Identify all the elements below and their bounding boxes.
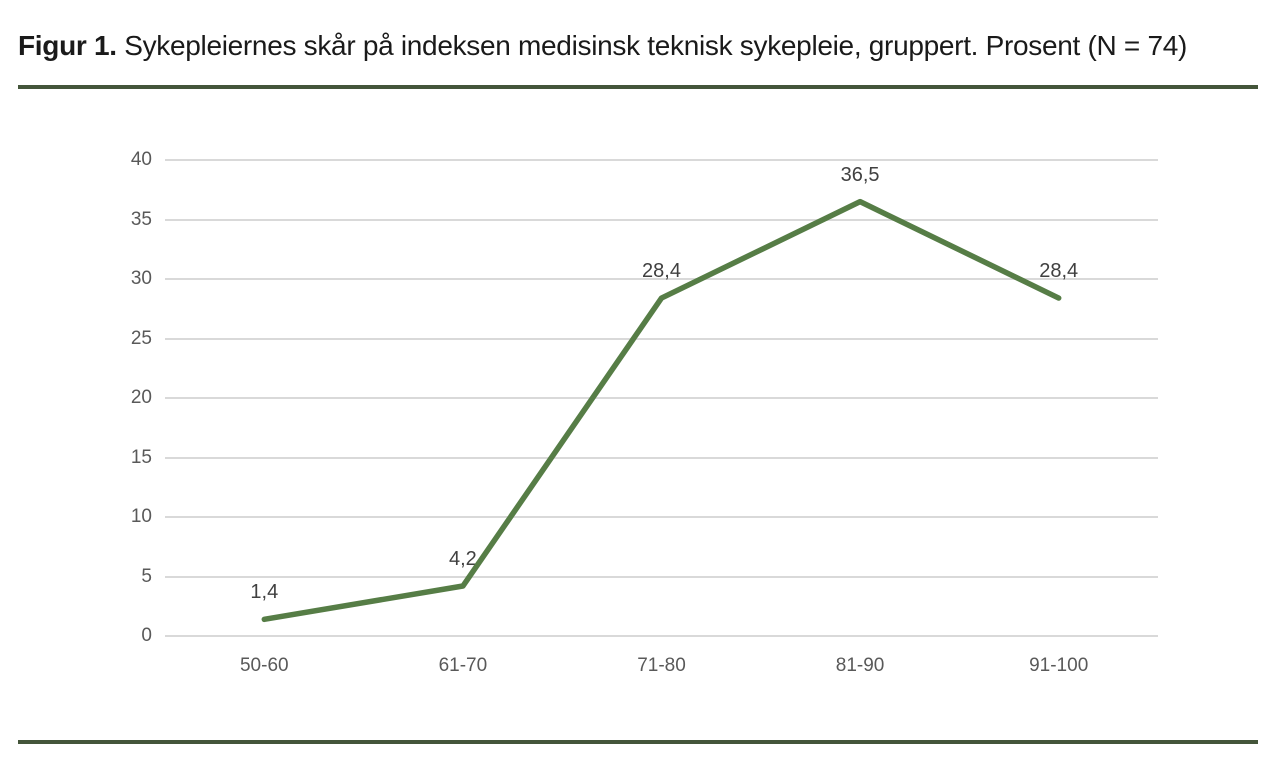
data-label: 28,4 xyxy=(1039,260,1079,283)
y-axis-tick-label: 20 xyxy=(130,387,152,408)
top-divider-rule xyxy=(18,85,1258,89)
bottom-divider-rule xyxy=(18,740,1258,744)
figure-title-prefix: Figur 1. xyxy=(18,30,117,61)
x-axis-category-label: 61-70 xyxy=(438,655,488,676)
x-axis-category-label: 91-100 xyxy=(1029,655,1089,676)
data-label: 4,2 xyxy=(448,548,477,571)
gridline-35 xyxy=(165,218,1158,221)
gridline-5 xyxy=(165,575,1158,578)
y-axis-tick-label: 35 xyxy=(130,208,152,230)
y-axis-tick-label: 15 xyxy=(130,446,152,468)
y-axis-tick-label: 30 xyxy=(130,268,152,289)
gridline-40 xyxy=(165,159,1158,161)
figure-title-text: Sykepleiernes skår på indeksen medisinsk… xyxy=(116,30,1188,61)
data-label: 1,4 xyxy=(250,581,279,604)
gridline-15 xyxy=(165,456,1158,459)
x-axis-category-label: 71-80 xyxy=(637,655,686,676)
data-label: 28,4 xyxy=(642,260,681,283)
gridline-0 xyxy=(165,635,1158,637)
gridline-25 xyxy=(165,337,1158,340)
y-axis-tick-label: 10 xyxy=(130,506,152,527)
figure-title: Figur 1. Sykepleiernes skår på indeksen … xyxy=(18,30,1262,62)
gridline-30 xyxy=(165,278,1158,280)
gridline-20 xyxy=(165,397,1158,399)
series-line xyxy=(261,198,1062,623)
y-axis-tick-label: 40 xyxy=(130,149,152,170)
x-axis-category-label: 81-90 xyxy=(835,655,885,676)
y-axis-tick-label: 5 xyxy=(141,565,152,587)
data-label: 36,5 xyxy=(840,163,880,186)
y-axis-tick-label: 25 xyxy=(130,327,152,349)
x-axis-category-label: 50-60 xyxy=(239,655,289,676)
gridline-10 xyxy=(165,516,1158,518)
y-axis-tick-label: 0 xyxy=(141,625,152,646)
